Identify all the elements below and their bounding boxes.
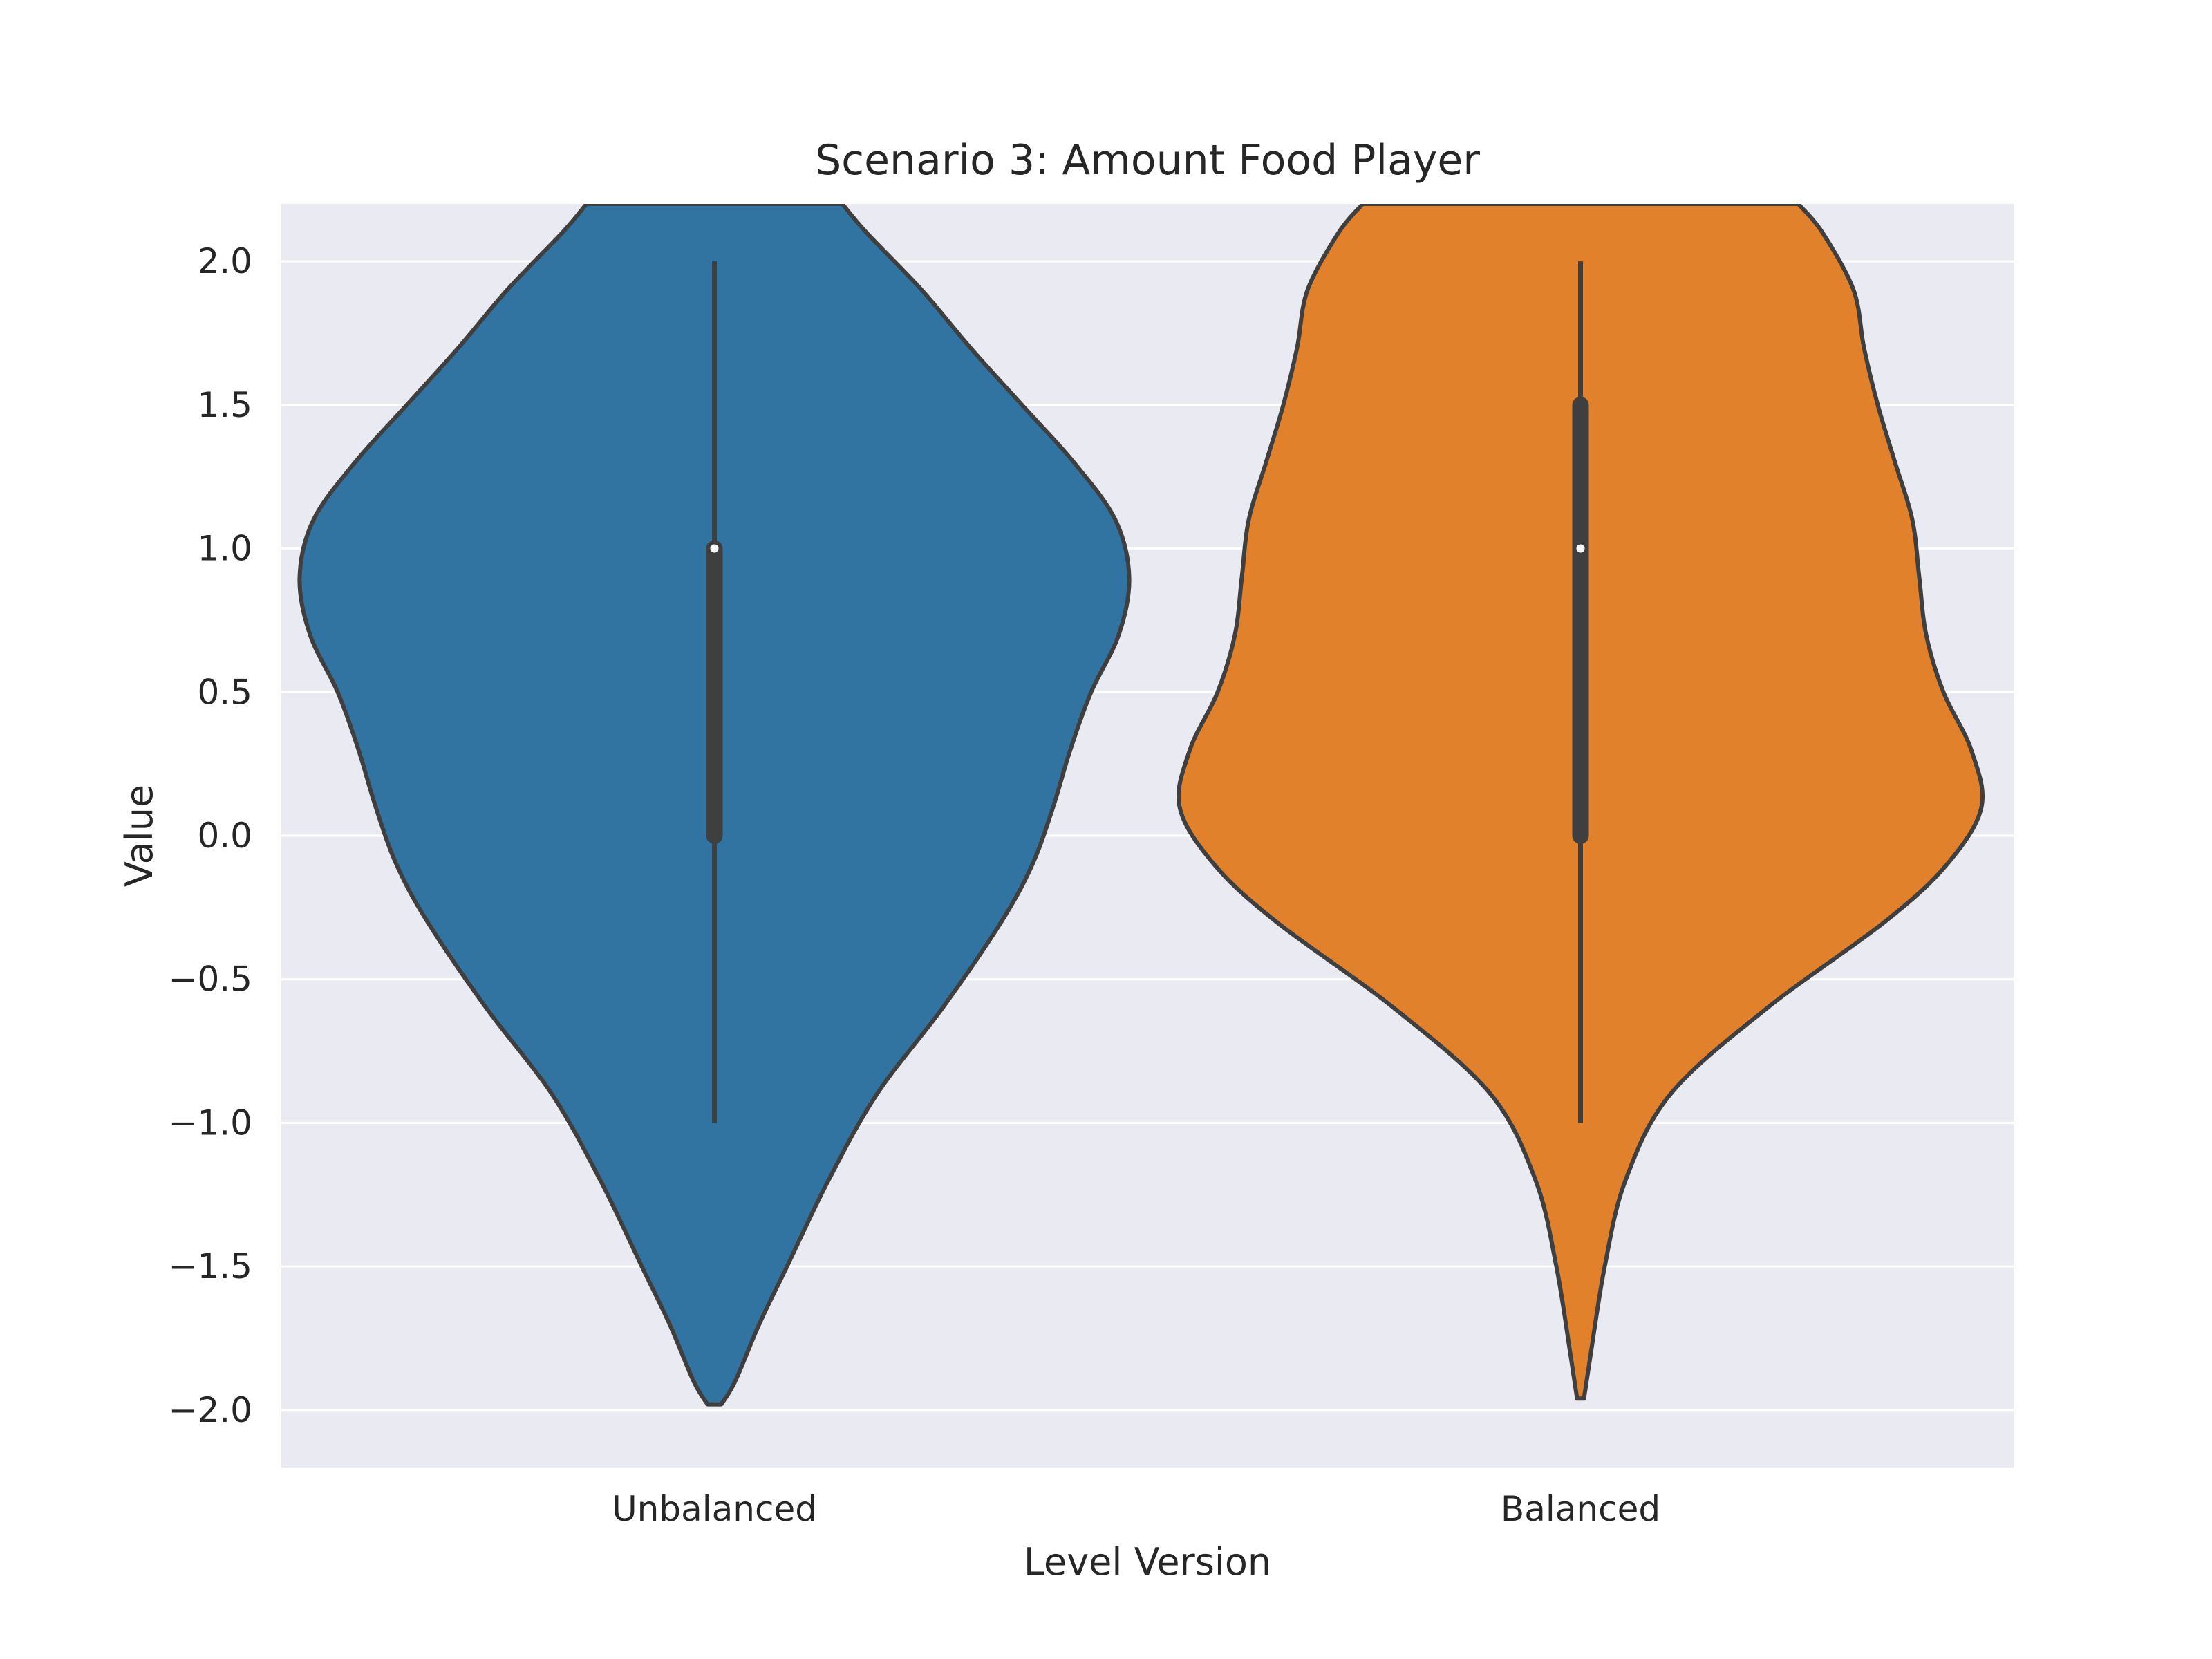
y-tick-label: 1.5 (197, 385, 252, 425)
y-tick-label: −1.5 (169, 1246, 252, 1286)
median-marker (1576, 544, 1585, 553)
y-tick-label: −1.0 (169, 1103, 252, 1143)
x-tick-label: Unbalanced (612, 1489, 817, 1529)
y-axis-ticks: −2.0 −1.5 −1.0 −0.5 0.0 0.5 1.0 1.5 2.0 (169, 241, 252, 1430)
x-axis-ticks: Unbalanced Balanced (612, 1489, 1660, 1529)
y-tick-label: 1.0 (197, 529, 252, 569)
x-axis-label: Level Version (1024, 1540, 1271, 1584)
y-tick-label: −2.0 (169, 1390, 252, 1430)
y-tick-label: 0.0 (197, 816, 252, 856)
y-tick-label: −0.5 (169, 959, 252, 1000)
x-tick-label: Balanced (1501, 1489, 1660, 1529)
y-axis-label: Value (118, 785, 161, 887)
y-tick-label: 0.5 (197, 672, 252, 712)
chart-title: Scenario 3: Amount Food Player (815, 136, 1480, 185)
median-marker (710, 544, 719, 553)
y-tick-label: 2.0 (197, 241, 252, 281)
